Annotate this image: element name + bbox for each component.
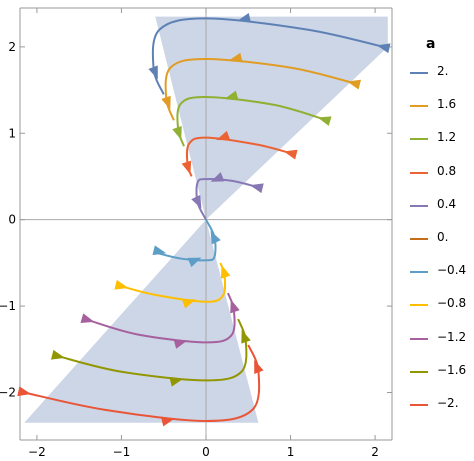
y-tick-label: −1 bbox=[0, 299, 16, 313]
legend-label: 1.6 bbox=[437, 97, 457, 112]
x-tick-label: 0 bbox=[202, 445, 210, 459]
series-arrowhead bbox=[160, 416, 175, 427]
legend-item: −1.6 bbox=[410, 363, 474, 396]
legend-item: 1.2 bbox=[410, 130, 474, 163]
series-arrowhead bbox=[376, 43, 391, 54]
legend-item: 0.4 bbox=[410, 197, 474, 230]
series-arrowhead bbox=[114, 279, 129, 290]
tick-labels: −2 −1 0 1 2 −2 −1 0 1 2 bbox=[0, 40, 379, 459]
legend-item: −1.2 bbox=[410, 330, 474, 363]
series-arrowhead bbox=[172, 125, 182, 140]
x-tick-label: −2 bbox=[28, 445, 46, 459]
legend-swatch bbox=[410, 105, 428, 108]
legend-label: −1.6 bbox=[437, 362, 467, 377]
series-arrowhead bbox=[173, 339, 188, 349]
series-arrowhead bbox=[51, 349, 65, 360]
series-arrowhead bbox=[191, 194, 202, 209]
series-arrowhead bbox=[161, 95, 171, 110]
series-arrowhead bbox=[210, 230, 221, 245]
legend-item: −0.8 bbox=[410, 296, 474, 329]
series-arrowhead bbox=[283, 149, 298, 160]
legend-swatch bbox=[410, 204, 428, 207]
series-arrowhead bbox=[241, 329, 251, 344]
legend-swatch bbox=[410, 271, 428, 274]
y-tick-label: −2 bbox=[0, 385, 16, 399]
series-arrowhead bbox=[347, 79, 361, 90]
legend-label: −0.8 bbox=[437, 296, 467, 311]
series-arrowhead bbox=[17, 386, 32, 397]
legend-label: 0.8 bbox=[437, 163, 457, 178]
series-arrowhead bbox=[216, 130, 231, 141]
series-arrowhead bbox=[220, 264, 231, 279]
legend-item: 2. bbox=[410, 64, 474, 97]
legend-label: 1.2 bbox=[437, 130, 457, 145]
legend-item: −0.4 bbox=[410, 263, 474, 296]
axes bbox=[19, 7, 393, 441]
series-arrowhead bbox=[249, 183, 264, 194]
series-arrowhead bbox=[169, 376, 184, 387]
legend-swatch bbox=[410, 304, 428, 307]
x-tick-label: −1 bbox=[113, 445, 131, 459]
legend-label: 0. bbox=[437, 229, 449, 244]
legend-label: −2. bbox=[437, 395, 459, 410]
legend: 2. 1.6 1.2 0.8 0.4 0. −0.4 −0.8 −1.2 −1.6 −2. bbox=[410, 64, 474, 429]
series-arrowhead bbox=[181, 299, 196, 309]
series-arrowhead bbox=[210, 172, 225, 182]
legend-swatch bbox=[410, 72, 428, 74]
series-arrowhead bbox=[187, 257, 202, 268]
x-tick-label: 2 bbox=[371, 445, 379, 459]
legend-item: 0. bbox=[410, 230, 474, 263]
legend-label: −0.4 bbox=[437, 263, 467, 278]
legend-item: 1.6 bbox=[410, 97, 474, 130]
series-arrowhead bbox=[152, 245, 167, 256]
series-arrowhead bbox=[254, 360, 264, 374]
series-arrowhead bbox=[228, 52, 243, 63]
y-tick-label: 2 bbox=[8, 40, 16, 54]
legend-label: −1.2 bbox=[437, 329, 467, 344]
legend-item: −2. bbox=[410, 396, 474, 429]
series-arrowhead bbox=[80, 313, 95, 324]
trajectory-curves bbox=[17, 12, 391, 427]
series-arrowhead bbox=[237, 12, 252, 23]
series-arrowhead bbox=[230, 299, 240, 314]
legend-item: 0.8 bbox=[410, 164, 474, 197]
legend-swatch bbox=[410, 370, 428, 373]
x-tick-label: 1 bbox=[287, 445, 295, 459]
y-tick-label: 1 bbox=[8, 126, 16, 140]
legend-title: a bbox=[426, 36, 436, 52]
legend-swatch bbox=[410, 171, 428, 174]
series-arrowhead bbox=[148, 65, 158, 80]
legend-swatch bbox=[410, 403, 428, 406]
legend-swatch bbox=[410, 138, 428, 141]
series-arrowhead bbox=[317, 116, 332, 126]
legend-swatch bbox=[410, 337, 428, 340]
legend-label: 0.4 bbox=[437, 196, 457, 211]
legend-swatch bbox=[410, 237, 428, 240]
legend-label: 2. bbox=[437, 64, 449, 78]
series-arrowhead bbox=[181, 160, 192, 175]
series-arrowhead bbox=[224, 90, 239, 101]
y-tick-label: 0 bbox=[8, 213, 16, 227]
